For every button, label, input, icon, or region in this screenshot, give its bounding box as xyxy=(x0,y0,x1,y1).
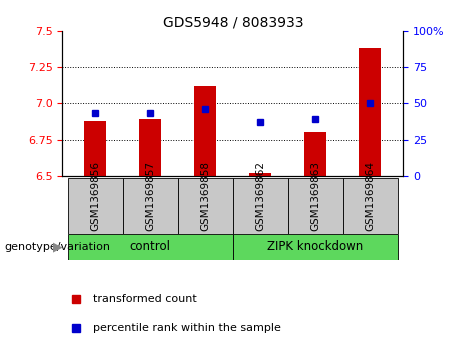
Bar xyxy=(68,178,123,234)
Text: GSM1369857: GSM1369857 xyxy=(145,161,155,231)
Text: ZIPK knockdown: ZIPK knockdown xyxy=(267,240,363,253)
Bar xyxy=(360,48,381,176)
Bar xyxy=(123,178,178,234)
Title: GDS5948 / 8083933: GDS5948 / 8083933 xyxy=(163,16,303,30)
Bar xyxy=(139,119,161,176)
Text: GSM1369862: GSM1369862 xyxy=(255,161,266,231)
Bar xyxy=(233,178,288,234)
Text: ▶: ▶ xyxy=(53,240,62,253)
Text: GSM1369863: GSM1369863 xyxy=(310,161,320,231)
Text: transformed count: transformed count xyxy=(93,294,197,304)
Bar xyxy=(343,178,398,234)
Text: percentile rank within the sample: percentile rank within the sample xyxy=(93,323,281,333)
Bar xyxy=(288,178,343,234)
Bar xyxy=(68,234,233,260)
Text: genotype/variation: genotype/variation xyxy=(5,242,111,252)
Bar xyxy=(249,173,272,176)
Bar xyxy=(194,86,216,176)
Bar xyxy=(84,121,106,176)
Text: GSM1369856: GSM1369856 xyxy=(90,161,100,231)
Text: control: control xyxy=(130,240,171,253)
Bar xyxy=(178,178,233,234)
Bar xyxy=(233,234,398,260)
Bar xyxy=(304,132,326,176)
Text: GSM1369858: GSM1369858 xyxy=(200,161,210,231)
Text: GSM1369864: GSM1369864 xyxy=(366,161,375,231)
